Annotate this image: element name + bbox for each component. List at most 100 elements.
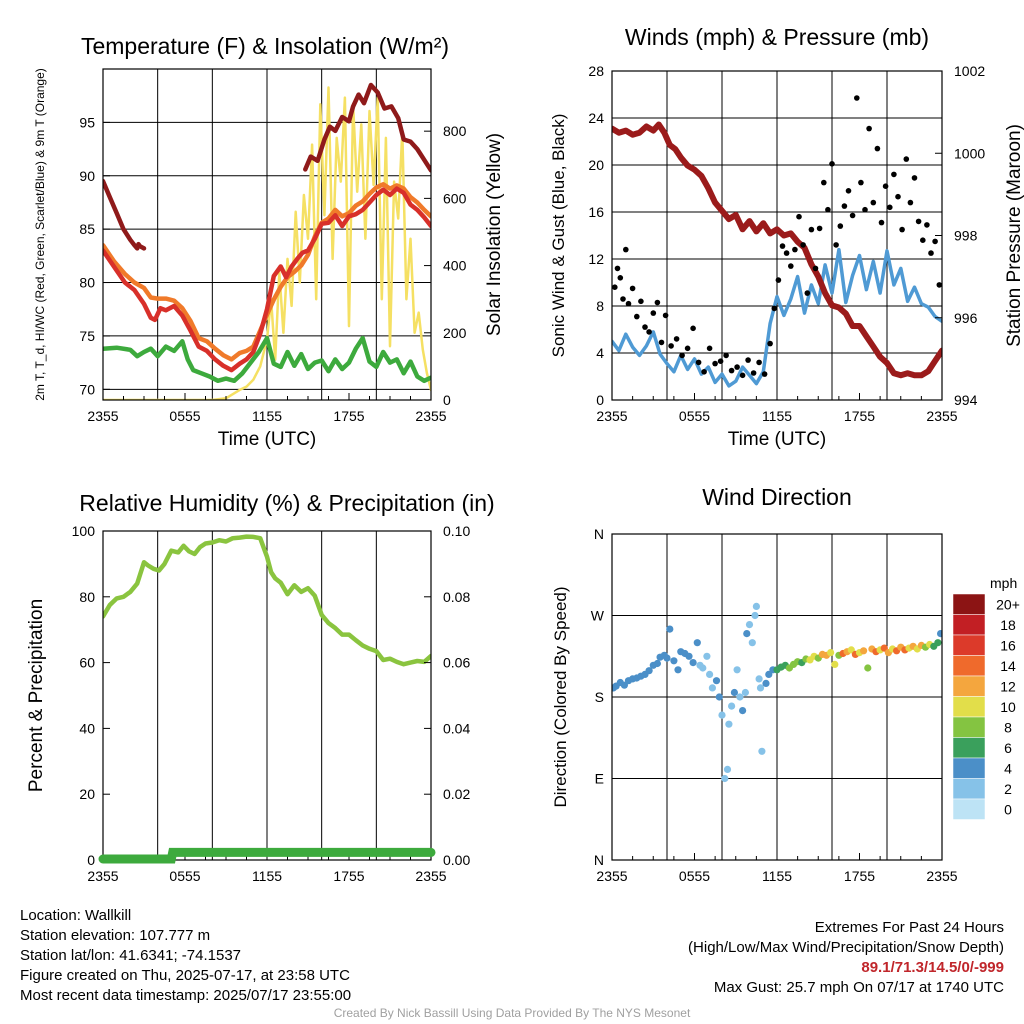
direction-point: [725, 720, 733, 728]
y2-tick-label: 996: [954, 310, 978, 326]
direction-point: [685, 652, 693, 660]
speed-legend: mph 20+ 18 16 14 12 10 8 6 4 2 0: [952, 575, 1020, 820]
gust-point: [903, 156, 910, 162]
series-wind: [612, 247, 942, 388]
y-tick-label: 20: [588, 157, 604, 173]
y-tick-label: S: [595, 689, 604, 705]
legend-swatch: [952, 757, 986, 779]
y-tick-label: 0: [596, 392, 604, 408]
plot-area: [103, 534, 431, 667]
gust-point: [800, 242, 806, 248]
chart-title: Winds (mph) & Pressure (mb): [625, 24, 929, 50]
direction-point: [715, 693, 723, 701]
y-axis-label: Direction (Colored By Speed): [551, 586, 570, 807]
legend-swatch: [952, 716, 986, 738]
panel-2: 2355 0555 1155 1755 235504812162024289949969…: [549, 24, 1024, 450]
gust-point: [614, 265, 621, 272]
y-tick-label: 16: [588, 204, 604, 220]
created-text: Figure created on Thu, 2025-07-17, at 23…: [20, 967, 350, 984]
gust-point: [617, 275, 624, 281]
gust-point: [837, 223, 844, 229]
y-tick-label: 70: [79, 381, 95, 397]
direction-point: [730, 688, 739, 697]
y-axis-label: 2m T, T_d, HI/WC (Red, Green, Scarlet/Bl…: [33, 68, 47, 401]
max-gust-text: Max Gust: 25.7 mph On 07/17 at 1740 UTC: [713, 979, 1004, 996]
gust-point: [650, 310, 657, 316]
gust-point: [796, 213, 802, 220]
gust-point: [750, 370, 757, 376]
direction-point: [739, 707, 747, 715]
y2-tick-label: 0.06: [443, 655, 470, 671]
legend-swatch: [952, 798, 986, 820]
y-tick-label: 12: [588, 251, 604, 267]
y-tick-label: 24: [588, 110, 604, 126]
gust-point: [642, 324, 648, 330]
x-tick-label: 2355: [415, 408, 446, 424]
legend-label: 0: [1004, 801, 1012, 817]
legend-swatch: [952, 737, 986, 759]
legend-swatch: [952, 614, 986, 636]
direction-point: [748, 639, 756, 647]
gust-point: [882, 183, 889, 189]
gust-point: [745, 357, 751, 363]
y2-tick-label: 994: [954, 392, 978, 408]
y-tick-label: 28: [588, 63, 604, 79]
x-tick-label: 1155: [252, 408, 282, 424]
direction-point: [718, 711, 726, 719]
direction-point: [755, 675, 763, 683]
y-tick-label: N: [594, 526, 604, 542]
gust-point: [629, 285, 636, 292]
gust-point: [634, 313, 640, 320]
gust-point: [620, 296, 626, 302]
gust-point: [761, 371, 768, 377]
gust-point: [788, 263, 794, 269]
direction-point: [756, 684, 765, 692]
gust-point: [646, 329, 652, 335]
gust-point: [783, 250, 790, 256]
direction-point: [670, 657, 678, 665]
direction-point: [751, 611, 759, 620]
gust-point: [936, 282, 942, 288]
gust-point: [712, 360, 718, 367]
direction-point: [703, 652, 711, 660]
gust-point: [625, 300, 632, 307]
y-tick-label: 20: [79, 786, 95, 802]
direction-point: [693, 639, 701, 647]
series-rh: [103, 534, 431, 667]
gust-point: [920, 237, 926, 243]
y-tick-label: 0: [87, 852, 95, 868]
gust-point: [654, 299, 661, 306]
y-tick-label: 60: [79, 655, 95, 671]
panel-3: 2355 0555 1155 1755 23550204060801000.000.02…: [26, 490, 495, 884]
gust-point: [767, 340, 773, 347]
legend-swatch: [952, 675, 986, 697]
y2-tick-label: 1000: [954, 145, 985, 161]
gust-point: [825, 206, 831, 213]
gust-point: [695, 359, 702, 366]
gust-point: [866, 125, 872, 132]
direction-point: [712, 677, 721, 685]
gust-point: [779, 243, 786, 249]
y-tick-label: N: [594, 852, 604, 868]
panel-1: 2355 0555 1155 1755 2355 70 75 80 85 90 95 0 200 400 6…: [33, 33, 505, 450]
direction-point: [645, 667, 653, 675]
x-tick-label: 0555: [679, 868, 710, 884]
gust-point: [804, 290, 811, 296]
gust-point: [756, 359, 762, 366]
direction-point: [745, 621, 754, 629]
legend-label: 14: [1000, 658, 1016, 674]
y2-tick-label: 0.10: [443, 523, 470, 539]
series-heat_index: [103, 186, 431, 373]
gust-point: [887, 204, 893, 211]
y2-tick-label: 0.04: [443, 720, 470, 736]
gust-point: [728, 367, 735, 374]
credit-text: Created By Nick Bassill Using Data Provi…: [333, 1006, 691, 1020]
x-tick-label: 1155: [762, 408, 792, 424]
grid: [157, 531, 377, 860]
gust-point: [808, 226, 815, 233]
legend-label: 20+: [996, 596, 1020, 612]
direction-point: [741, 688, 750, 697]
y2-tick-label: 1002: [954, 63, 985, 79]
legend-swatch: [952, 655, 986, 677]
